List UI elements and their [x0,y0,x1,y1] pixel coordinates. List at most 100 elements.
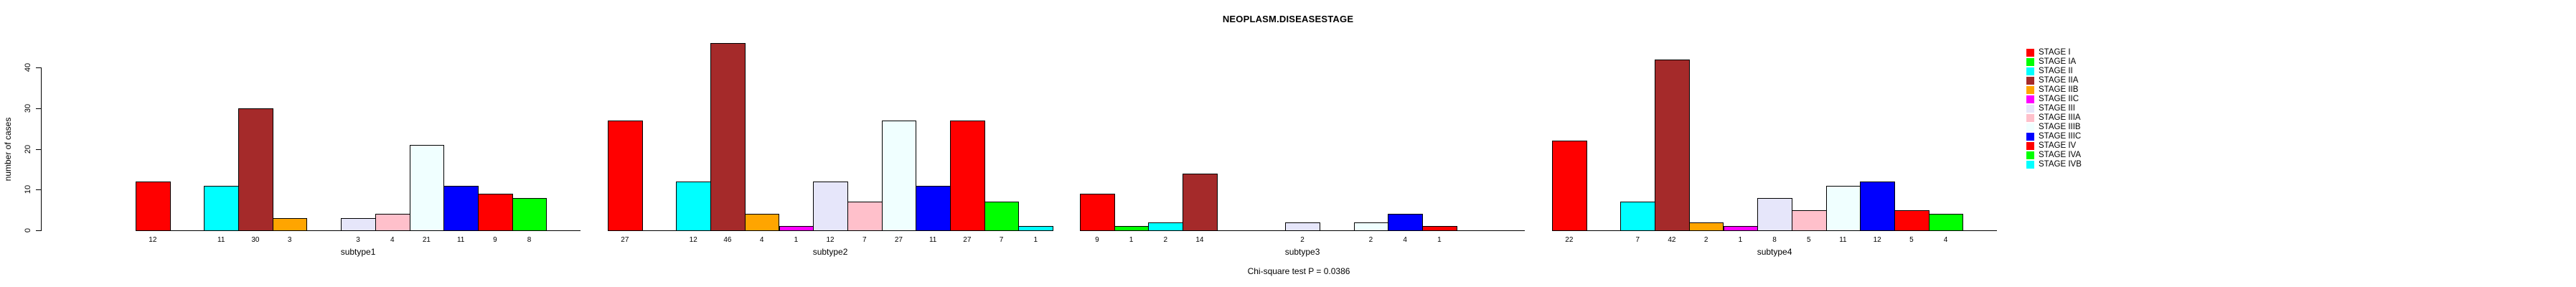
bar-subtype2-stage-iia [710,43,746,231]
bar-value-label: 12 [149,236,157,244]
bar-subtype4-stage-iiib [1825,186,1861,231]
legend-row: STAGE IVA [2026,151,2081,160]
bar-subtype4-stage-iiic [1860,182,1895,231]
bar-subtype2-stage-iv [950,121,985,231]
y-axis-tick-label: 30 [24,103,32,113]
legend-label: STAGE IIIB [2039,122,2081,131]
bar-subtype2-stage-i [608,121,643,231]
bar-value-label: 30 [251,236,260,244]
bar-subtype4-stage-iii [1757,198,1792,231]
y-axis-tick-label: 40 [24,62,32,72]
legend-swatch [2026,48,2034,57]
bar-subtype3-stage-ia [1114,226,1150,231]
bar-subtype4-stage-iv [1894,210,1929,231]
group-label-subtype4: subtype4 [1757,247,1792,257]
bar-subtype1-stage-iiib [409,145,445,231]
bar-subtype4-stage-iib [1688,222,1724,231]
bar-subtype2-stage-ivb [1018,226,1054,231]
bar-value-label: 1 [1738,236,1743,244]
bar-value-label: 7 [862,236,867,244]
y-axis-tick [36,108,41,109]
bar-subtype2-stage-iiic [916,186,951,231]
legend-swatch [2026,76,2034,85]
legend-swatch [2026,113,2034,122]
y-axis-tick-label: 20 [24,144,32,154]
legend-row: STAGE IIA [2026,76,2078,85]
bar-value-label: 12 [1873,236,1881,244]
bar-subtype3-stage-iv [1422,226,1457,231]
bar-value-label: 9 [493,236,497,244]
bar-subtype3-stage-ii [1148,222,1184,231]
bar-subtype3-stage-i [1080,194,1115,231]
bar-subtype2-stage-iib [744,214,780,231]
bar-value-label: 2 [1368,236,1373,244]
legend-label: STAGE IIB [2039,85,2079,94]
chi-square-note: Chi-square test P = 0.0386 [1247,266,1350,276]
legend-row: STAGE IV [2026,141,2076,151]
y-axis-line [41,67,42,231]
bar-value-label: 11 [1839,236,1847,244]
legend-row: STAGE III [2026,104,2075,113]
bar-value-label: 2 [1703,236,1708,244]
bar-subtype2-stage-iva [984,202,1020,231]
bar-subtype4-stage-iiia [1791,210,1827,231]
group-label-subtype2: subtype2 [812,247,848,257]
legend-row: STAGE I [2026,48,2071,57]
legend-row: STAGE IA [2026,57,2076,67]
legend-swatch [2026,57,2034,66]
bar-value-label: 5 [1806,236,1811,244]
bar-value-label: 27 [963,236,972,244]
bar-value-label: 9 [1095,236,1099,244]
bar-subtype1-stage-iii [341,218,376,231]
legend-swatch [2026,104,2034,113]
legend-label: STAGE IA [2039,57,2077,66]
legend-row: STAGE IIB [2026,85,2078,95]
legend-row: STAGE IIIC [2026,132,2081,141]
bar-subtype4-stage-i [1552,141,1587,231]
bar-value-label: 3 [287,236,292,244]
bar-value-label: 5 [1909,236,1914,244]
y-axis-tick [36,230,41,231]
bar-value-label: 27 [894,236,903,244]
bar-subtype4-stage-iic [1723,226,1759,231]
bar-value-label: 27 [621,236,629,244]
y-axis-tick-label: 10 [24,185,32,194]
legend-label: STAGE IIIA [2039,113,2081,122]
legend-swatch [2026,123,2034,131]
bar-subtype3-stage-iii [1285,222,1320,231]
bar-value-label: 4 [759,236,764,244]
bar-value-label: 4 [1403,236,1407,244]
bar-subtype4-stage-iva [1928,214,1964,231]
bar-subtype2-stage-iiib [881,121,917,231]
legend-swatch [2026,160,2034,169]
bar-subtype1-stage-i [136,182,171,231]
bar-value-label: 8 [527,236,532,244]
legend-label: STAGE IVA [2039,150,2082,159]
bar-value-label: 7 [1635,236,1640,244]
bar-value-label: 21 [422,236,431,244]
legend-swatch [2026,132,2034,141]
legend-label: STAGE III [2039,103,2075,113]
bar-value-label: 42 [1668,236,1676,244]
bar-subtype3-stage-iiib [1353,222,1389,231]
bar-subtype4-stage-iia [1655,60,1690,231]
bar-subtype3-stage-iiic [1388,214,1423,231]
bar-value-label: 4 [1943,236,1948,244]
bar-subtype1-stage-iib [272,218,308,231]
bar-value-label: 4 [390,236,395,244]
bar-value-label: 12 [826,236,835,244]
bar-subtype2-stage-iiia [847,202,883,231]
bar-subtype2-stage-iii [813,182,848,231]
y-axis-tick [36,67,41,68]
bar-value-label: 11 [929,236,937,244]
legend-swatch [2026,151,2034,159]
bar-subtype1-stage-iiic [443,186,479,231]
y-axis-tick-label: 0 [24,227,32,233]
bar-value-label: 22 [1565,236,1574,244]
bar-value-label: 2 [1300,236,1305,244]
bar-value-label: 2 [1163,236,1168,244]
legend-row: STAGE IIIB [2026,123,2081,132]
legend-row: STAGE IVB [2026,160,2082,169]
legend-row: STAGE IIC [2026,95,2079,104]
